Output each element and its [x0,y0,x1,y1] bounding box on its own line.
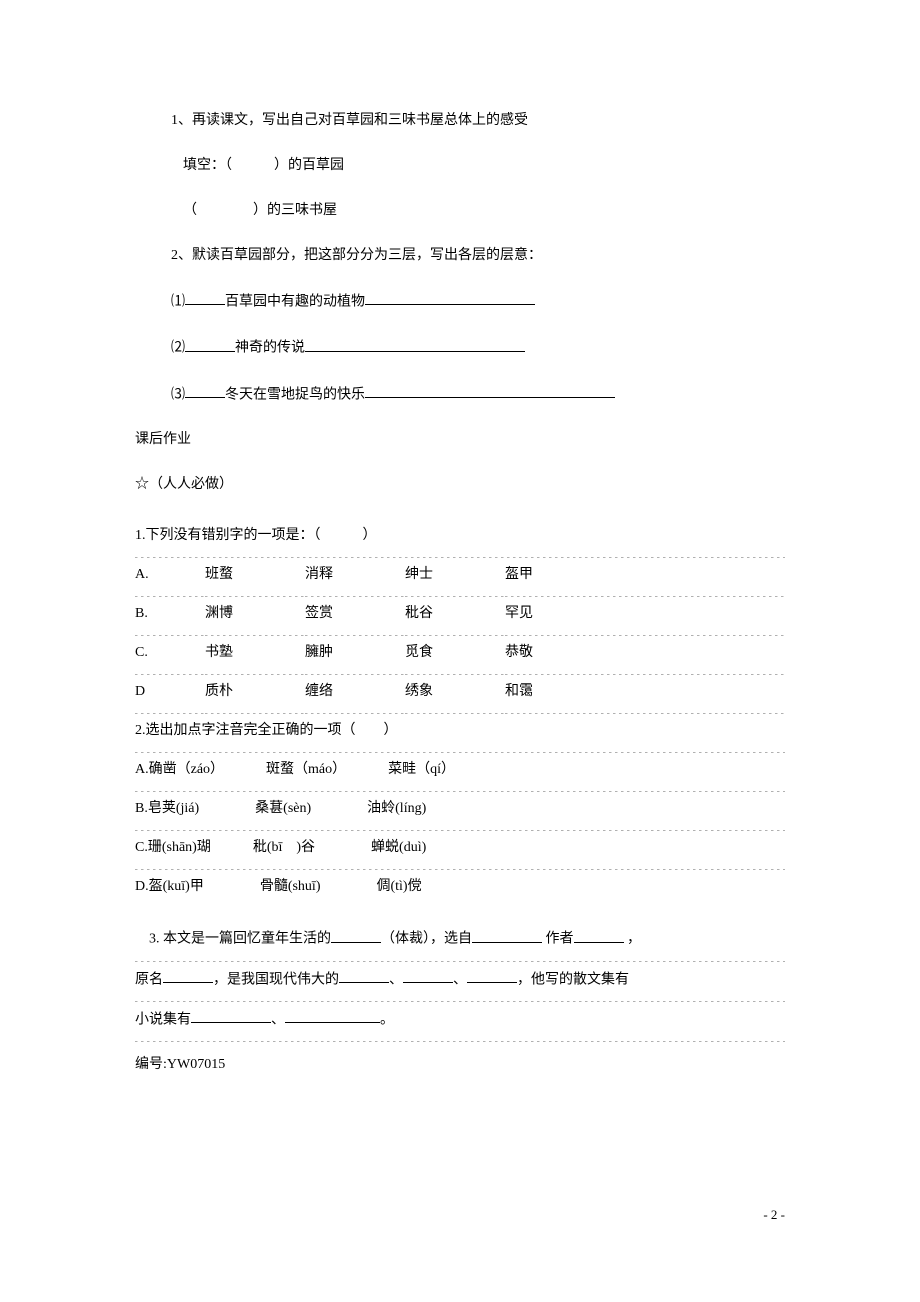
text: ，他写的散文集有 [517,972,629,987]
text: 、 [453,972,467,987]
mc2-prompt: 2.选出加点字注音完全正确的一项（ ） [135,714,785,753]
text: 作者 [542,932,574,947]
opt-cell: 盔甲 [505,558,785,597]
opt-label: A. [135,558,205,597]
opt-cell: 秕谷 [405,597,505,636]
text: ， [624,932,642,947]
q2-item-2: ⑵ 神奇的传说 [135,336,785,358]
blank [285,1008,380,1023]
mc1-table: A. 班蝥 消释 绅士 盔甲 B. 渊博 签赏 秕谷 罕见 C. 书塾 臃肿 觅… [135,558,785,714]
blank [339,968,389,983]
blank [472,927,542,942]
q2-prompt: 2、默读百草园部分，把这部分分为三层，写出各层的层意： [135,245,785,266]
list-item: A.确凿（záo） 斑蝥（máo） 菜畦（qí） [135,753,785,792]
q2-text-3: 冬天在雪地捉鸟的快乐 [225,387,365,402]
text: ，是我国现代伟大的 [213,972,339,987]
opt-cell: 班蝥 [205,558,305,597]
blank [185,336,235,351]
text: 3. 本文是一篇回忆童年生活的 [135,932,331,947]
blank [403,968,453,983]
opt-cell: 绅士 [405,558,505,597]
opt-cell: 绣象 [405,675,505,714]
q2-item-1: ⑴ 百草园中有趣的动植物 [135,290,785,312]
table-row: C. 书塾 臃肿 觅食 恭敬 [135,636,785,675]
q2-text-1: 百草园中有趣的动植物 [225,294,365,309]
blank [574,927,624,942]
blank [191,1008,271,1023]
q1-fill-1: 填空：（ ）的百草园 [135,155,785,176]
after-class-heading: 课后作业 [135,429,785,450]
text: 、 [389,972,403,987]
blank [365,290,535,305]
opt-cell: 恭敬 [505,636,785,675]
page: 1、再读课文，写出自己对百草园和三味书屋总体上的感受 填空：（ ）的百草园 （ … [0,0,920,1302]
blank [185,383,225,398]
list-item: D.盔(kuī)甲 骨髓(shuī) 倜(tì)傥 [135,870,785,909]
opt-cell: 渊博 [205,597,305,636]
list-item: C.珊(shān)瑚 秕(bī )谷 蝉蜕(duì) [135,831,785,870]
blank [305,336,525,351]
blank [467,968,517,983]
table-row: D 质朴 缠络 绣象 和霭 [135,675,785,714]
opt-cell: 消释 [305,558,405,597]
q2-num-1: ⑴ [171,294,185,309]
opt-cell: 觅食 [405,636,505,675]
blank [365,383,615,398]
q2-num-2: ⑵ [171,341,185,356]
q3-line-3: 小说集有 、 。 [135,1002,785,1042]
text: 小说集有 [135,1012,191,1027]
blank [331,927,381,942]
opt-cell: 签赏 [305,597,405,636]
text: （体裁），选自 [381,932,472,947]
opt-label: C. [135,636,205,675]
mc1-prompt: 1.下列没有错别字的一项是：（ ） [135,519,785,558]
q1-fill-2: （ ）的三味书屋 [135,200,785,221]
page-number: - 2 - [763,1205,785,1225]
opt-label: D [135,675,205,714]
text: 原名 [135,972,163,987]
q3-line-2: 原名 ，是我国现代伟大的 、 、 ，他写的散文集有 [135,962,785,1002]
text: 、 [271,1012,285,1027]
text: 。 [380,1012,394,1027]
q2-num-3: ⑶ [171,387,185,402]
opt-cell: 和霭 [505,675,785,714]
mc2-list: A.确凿（záo） 斑蝥（máo） 菜畦（qí） B.皂荚(jiá) 桑葚(sè… [135,753,785,909]
opt-cell: 臃肿 [305,636,405,675]
q2-item-3: ⑶ 冬天在雪地捉鸟的快乐 [135,383,785,405]
q3-line-1: 3. 本文是一篇回忆童年生活的 （体裁），选自 作者 ， [135,921,785,961]
must-do-heading: ☆（人人必做） [135,474,785,495]
table-row: A. 班蝥 消释 绅士 盔甲 [135,558,785,597]
opt-cell: 质朴 [205,675,305,714]
blank [163,968,213,983]
opt-cell: 缠络 [305,675,405,714]
doc-id: 编号:YW07015 [135,1054,785,1075]
q2-text-2: 神奇的传说 [235,341,305,356]
opt-cell: 书塾 [205,636,305,675]
list-item: B.皂荚(jiá) 桑葚(sèn) 油蛉(líng) [135,792,785,831]
table-row: B. 渊博 签赏 秕谷 罕见 [135,597,785,636]
opt-label: B. [135,597,205,636]
opt-cell: 罕见 [505,597,785,636]
q1-prompt: 1、再读课文，写出自己对百草园和三味书屋总体上的感受 [135,110,785,131]
blank [185,290,225,305]
